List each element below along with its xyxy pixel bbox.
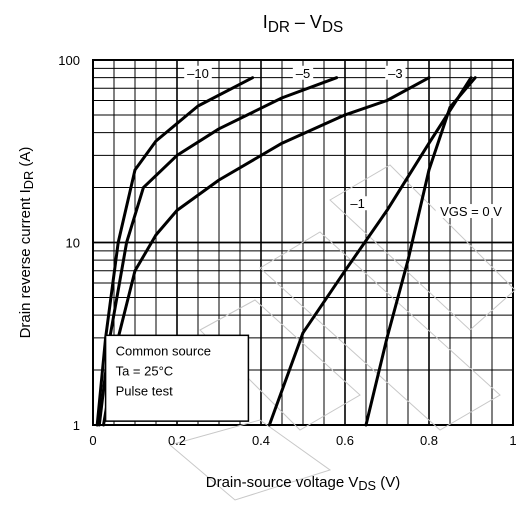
y-tick-label: 10 [66,236,80,251]
annotation-frame [104,334,250,422]
annotation-line: Pulse test [116,383,173,398]
watermark-shape [199,299,361,431]
series-label: –3 [388,66,402,81]
subscript: DS [322,19,343,36]
subscript: DS [358,478,376,493]
x-axis-label: Drain-source voltage VDS (V) [206,474,400,493]
chart-title: IDR – VDS [263,12,343,36]
text-part: Drain reverse current I [17,189,34,338]
y-tick-label: 1 [73,418,80,433]
series-label: –1 [350,196,364,211]
series-label-bg [184,65,212,80]
series-label: –10 [187,66,209,81]
subscript: DR [21,171,36,189]
x-tick-label: 0.4 [252,433,270,448]
x-tick-label: 0 [89,433,96,448]
watermark-shape [259,231,501,431]
series-line [102,76,431,427]
y-tick-label: 100 [58,53,80,68]
series-label-bg [347,196,368,211]
series-label: VGS = 0 V [440,204,502,219]
text-part: Drain-source voltage V [206,474,359,491]
watermark [168,164,516,501]
x-tick-label: 0.6 [336,433,354,448]
watermark-shape [329,164,516,331]
subscript: DR [268,19,290,36]
text-part: – V [290,12,322,32]
series-line [267,76,473,427]
series-line [97,76,339,427]
x-tick-label: 0.2 [168,433,186,448]
series-line [364,76,477,427]
annotation-box: Common source Ta = 25°C Pulse test [104,334,250,422]
x-tick-label: 0.8 [420,433,438,448]
y-axis-label: Drain reverse current IDR (A) [17,147,36,339]
series-label-bg [385,65,406,80]
plot-frame [92,59,514,426]
x-tick-label: 1 [509,433,516,448]
annotation-line: Ta = 25°C [116,363,174,378]
watermark-shape [168,419,332,501]
text-part: (A) [17,147,34,171]
text-part: (V) [376,474,400,491]
series-label: –5 [296,66,310,81]
text-part: I [263,12,268,32]
annotation-line: Common source [116,343,211,358]
series-label-bg [292,65,314,80]
series-label-bg [435,204,507,219]
